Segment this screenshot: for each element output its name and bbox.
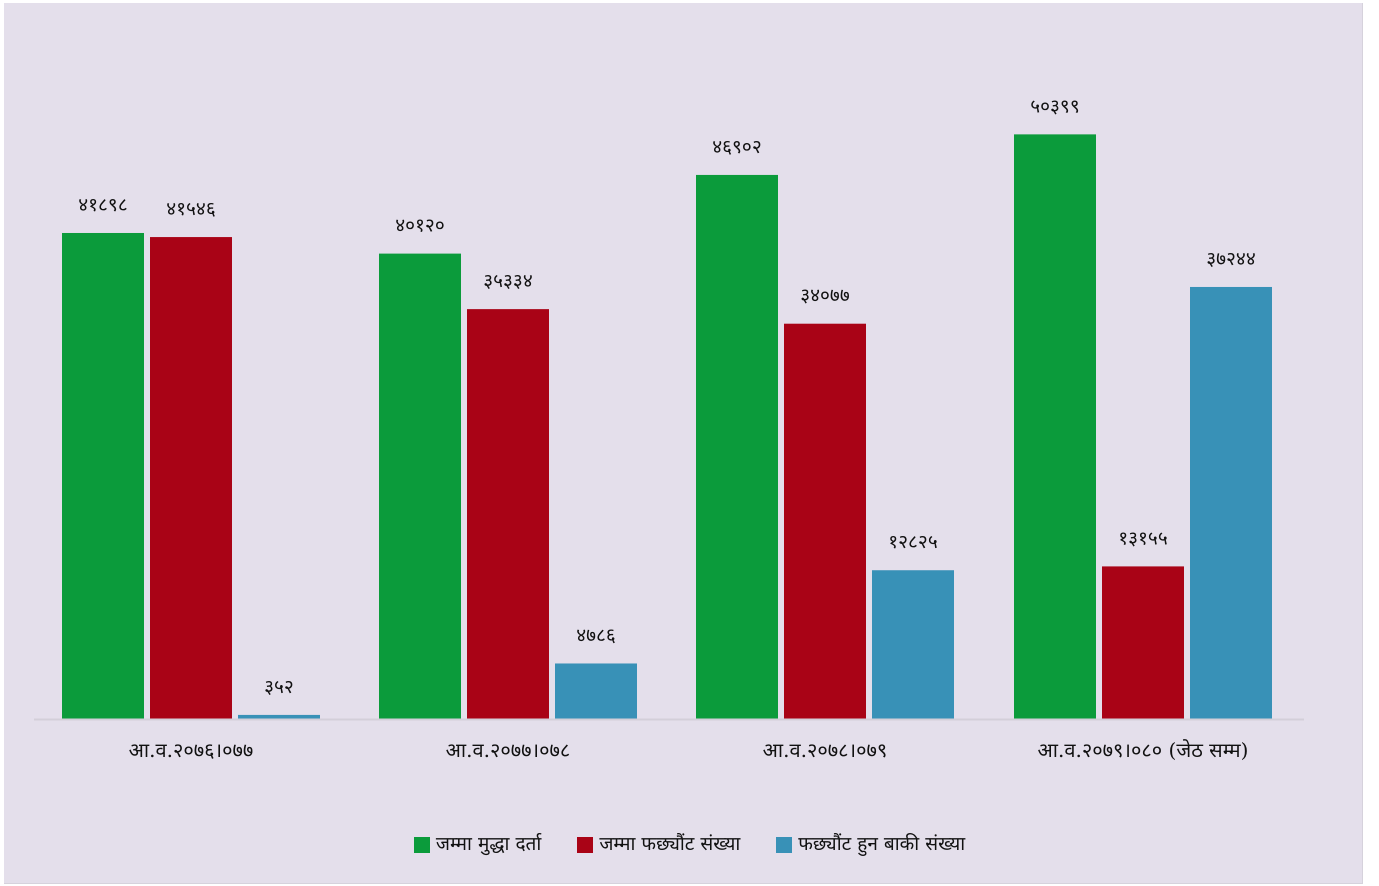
bar-resolved-2: [467, 309, 549, 719]
value-label-resolved-1: ४१५४६: [166, 198, 215, 220]
bar-pending-2: [555, 663, 637, 719]
bar-resolved-1: [150, 237, 232, 719]
value-label-filed-2: ४०१२०: [395, 215, 444, 237]
bar-filed-1: [62, 232, 144, 719]
value-label-pending-1: ३५२: [264, 676, 294, 698]
legend: जम्मा मुद्धा दर्ता जम्मा फछ्यौंट संख्या …: [0, 830, 1379, 856]
bar-resolved-4: [1102, 566, 1184, 719]
bar-filed-2: [379, 253, 461, 719]
value-label-pending-4: ३७२४४: [1206, 248, 1255, 270]
legend-item-pending: फछ्यौंट हुन बाकी संख्या: [776, 830, 965, 856]
category-label-1: आ.व.२०७६।०७७: [129, 738, 254, 762]
bar-filed-4: [1014, 134, 1096, 720]
legend-label-pending: फछ्यौंट हुन बाकी संख्या: [798, 833, 966, 855]
bar-pending-1: [238, 714, 320, 719]
legend-item-filed: जम्मा मुद्धा दर्ता: [413, 830, 542, 856]
legend-swatch-resolved: [577, 837, 594, 853]
bar-pending-4: [1190, 286, 1272, 719]
value-label-resolved-3: ३४०७७: [800, 285, 850, 307]
value-label-filed-3: ४६९०२: [712, 136, 761, 158]
category-labels-group: आ.व.२०७६।०७७ आ.व.२०७७।०७८ आ.व.२०७८।०७९ आ.व.…: [129, 738, 1249, 762]
legend-swatch-filed: [413, 837, 430, 853]
value-labels-group: ४१८९८ ४१५४६ ३५२ ४०१२० ३५३३४ ४७८६ ४६९०२ ३४०७७ १२८…: [78, 95, 1255, 698]
legend-label-filed: जम्मा मुद्धा दर्ता: [435, 833, 542, 855]
category-label-3: आ.व.२०७८।०७९: [763, 738, 888, 762]
value-label-resolved-2: ३५३३४: [483, 270, 532, 292]
bar-pending-3: [872, 570, 954, 719]
chart-area: ४१८९८ ४१५४६ ३५२ ४०१२० ३५३३४ ४७८६ ४६९०२ ३४०७७ १२८…: [4, 3, 1363, 884]
bars-group: [62, 134, 1272, 720]
category-label-2: आ.व.२०७७।०७८: [446, 738, 571, 762]
value-label-resolved-4: १३१५५: [1118, 527, 1167, 549]
value-label-filed-4: ५०३९९: [1030, 95, 1079, 117]
bar-filed-3: [696, 174, 778, 720]
value-label-pending-2: ४७८६: [576, 624, 616, 646]
bar-chart: ४१८९८ ४१५४६ ३५२ ४०१२० ३५३३४ ४७८६ ४६९०२ ३४०७७ १२८…: [34, 95, 1304, 762]
legend-swatch-pending: [776, 837, 793, 853]
value-label-filed-1: ४१८९८: [78, 194, 127, 216]
bar-resolved-3: [784, 323, 866, 719]
value-label-pending-3: १२८२५: [888, 531, 937, 553]
legend-label-resolved: जम्मा फछ्यौंट संख्या: [599, 833, 741, 855]
category-label-4: आ.व.२०७९।०८० (जेठ सम्म): [1038, 738, 1249, 762]
legend-item-resolved: जम्मा फछ्यौंट संख्या: [577, 830, 740, 856]
